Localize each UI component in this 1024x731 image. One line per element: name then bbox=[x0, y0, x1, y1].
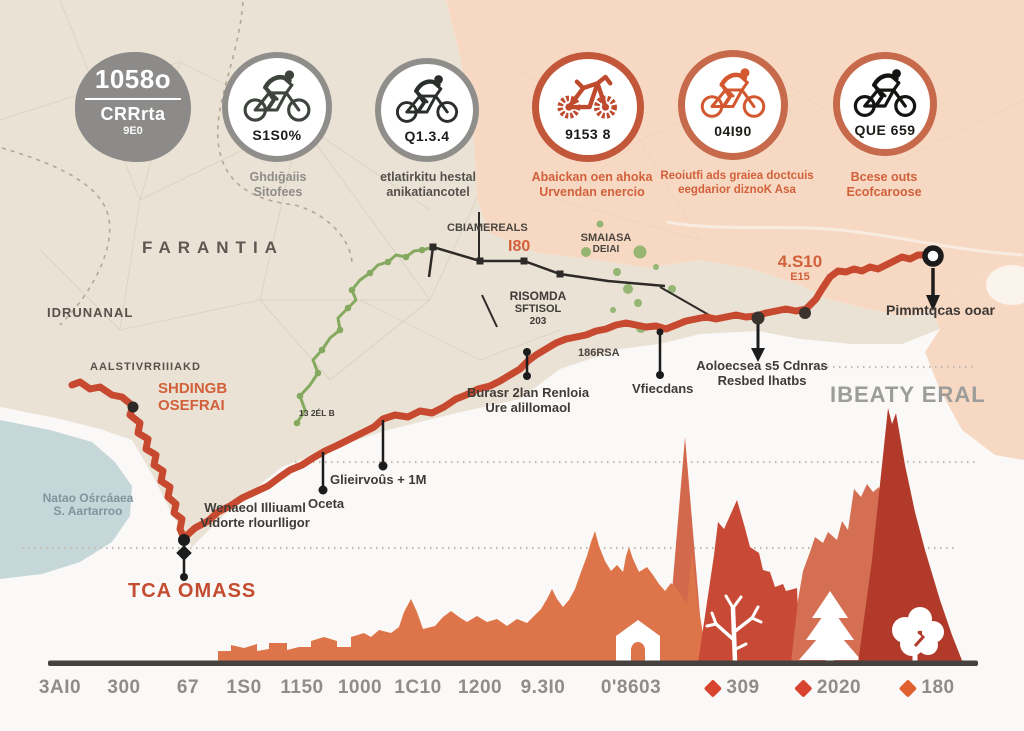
badge-title: CRRrta bbox=[100, 104, 166, 124]
map-label-smaiasa: SMAIASA DEIAI bbox=[580, 232, 632, 256]
road-dots bbox=[429, 243, 564, 278]
axis-label: 180 bbox=[898, 677, 954, 699]
axis-label: 9.3I0 bbox=[520, 677, 566, 698]
house-icon bbox=[616, 620, 660, 662]
diamond-icon bbox=[898, 678, 918, 698]
map-label-vfiecdans: Vfiecdans bbox=[632, 381, 694, 396]
stat-value: S1S0% bbox=[252, 127, 302, 143]
axis-label: 3AI0 bbox=[38, 677, 82, 698]
stat-circle-3: 9153 8 bbox=[532, 52, 644, 162]
map-label-cbiamereals: CBIAMEREALS bbox=[447, 222, 528, 234]
stat-circle-4: 04I90 bbox=[678, 50, 788, 160]
map-label-oceta: Oceta bbox=[308, 496, 345, 511]
mountain-biker-icon bbox=[853, 69, 917, 118]
axis-label: 300 bbox=[107, 677, 141, 698]
route-markers bbox=[127, 245, 944, 581]
axis-label: 1C10 bbox=[394, 677, 442, 698]
badge-divider bbox=[85, 98, 181, 100]
map-label-aoloecsea: Aoloecsea s5 Cdnras Resbed lhatbs bbox=[696, 358, 828, 388]
mountain-medium bbox=[698, 500, 800, 663]
map-label-risomda: RISOMDA SFTISOL 203 bbox=[509, 289, 567, 327]
axis-label: 0'8603 bbox=[600, 677, 662, 698]
road-cyclist-icon bbox=[395, 75, 459, 123]
badge-subtitle: 9E0 bbox=[123, 125, 143, 137]
stat-caption-1: Ghdığaiis Sitofees bbox=[249, 170, 307, 199]
map-label-natao: Natao Ośrcáaea S. Aartarroo bbox=[42, 491, 134, 519]
gear-bike-icon bbox=[557, 74, 617, 119]
stat-value: Q1.3.4 bbox=[404, 128, 450, 144]
orange-silhouette bbox=[218, 531, 707, 663]
round-tree-icon bbox=[892, 607, 944, 661]
green-route-beads bbox=[293, 246, 426, 427]
diamond-icon bbox=[703, 678, 723, 698]
axis-baseline bbox=[48, 660, 978, 666]
road-cyclist-icon bbox=[243, 70, 311, 122]
stat-caption-3: Abaickan oen ahoka Urvendan enercio bbox=[531, 170, 653, 199]
peach-region-lobe bbox=[925, 262, 1024, 460]
peach-road-line bbox=[666, 220, 1024, 257]
bare-tree-icon bbox=[705, 594, 763, 664]
stat-circle-5: QUE 659 bbox=[833, 52, 937, 156]
stat-circle-1: S1S0% bbox=[222, 52, 332, 162]
sea-region bbox=[0, 420, 132, 579]
axis-label: 67 bbox=[176, 677, 200, 698]
boundary-dashes bbox=[1, 1, 353, 326]
map-label-buras: Burasr 2lan Renloia Ure alillomaol bbox=[466, 385, 590, 415]
map-label-i80: I80 bbox=[508, 238, 531, 255]
peach-white-patch bbox=[986, 265, 1024, 305]
elevation-profile bbox=[48, 408, 978, 666]
stat-value: 9153 8 bbox=[565, 126, 611, 142]
stat-caption-5: Bcese outs Ecofcaroose bbox=[846, 170, 922, 199]
map-label-shdingb: SHDINGB OSEFRAI bbox=[158, 380, 228, 414]
pine-tree-icon bbox=[799, 591, 861, 662]
green-route bbox=[295, 246, 431, 424]
axis-label: 1000 bbox=[337, 677, 383, 698]
stat-badge: 1058o CRRrta 9E0 bbox=[75, 52, 191, 162]
axis-label: 309 bbox=[703, 677, 759, 699]
badge-distance: 1058o bbox=[94, 64, 172, 94]
map-label-kmbox: 13 2ÉL B bbox=[299, 408, 335, 418]
diamond-icon bbox=[794, 678, 813, 698]
gridlines bbox=[22, 365, 977, 550]
map-label-wenaeol: Wenaeol Illiuaml Vidorte rlourlligor bbox=[200, 500, 310, 530]
axis-label: 2020 bbox=[794, 677, 861, 699]
stat-caption-2: etlatirkitu hestal anikatiancotel bbox=[380, 170, 476, 199]
map-label-pimmtqcas: Pimmtqcas ooar bbox=[886, 302, 995, 318]
axis-label: 1S0 bbox=[226, 677, 262, 698]
stat-circle-2: Q1.3.4 bbox=[375, 58, 479, 162]
axis-label: 1150 bbox=[280, 677, 324, 698]
map-label-glieirvous: Glieirvoûs + 1M bbox=[330, 472, 427, 487]
map-label-tca-omass: TCA OMASS bbox=[128, 580, 257, 602]
map-label-idrunanal: IDRUNANAL bbox=[47, 305, 134, 320]
stat-caption-4: Reoiutfi ads graiea doctcuis eegdarior di… bbox=[660, 170, 814, 196]
map-label-ibeaty-eral: IBEATY ERAL bbox=[830, 382, 986, 407]
route-end-marker bbox=[922, 245, 944, 311]
stat-value: QUE 659 bbox=[854, 122, 916, 138]
region-label-farantia: FARANTIA bbox=[142, 238, 284, 257]
mountain-dark bbox=[858, 408, 963, 663]
orange-cyclist-icon bbox=[700, 68, 766, 118]
axis-label: 1200 bbox=[457, 677, 503, 698]
stat-value: 04I90 bbox=[714, 123, 752, 139]
map-label-4s10: 4.S10 E15 bbox=[777, 252, 823, 284]
map-label-aalstiv: AALSTIVRRIIIAKD bbox=[90, 361, 201, 373]
map-label-186rsa: 186RSA bbox=[578, 347, 620, 359]
